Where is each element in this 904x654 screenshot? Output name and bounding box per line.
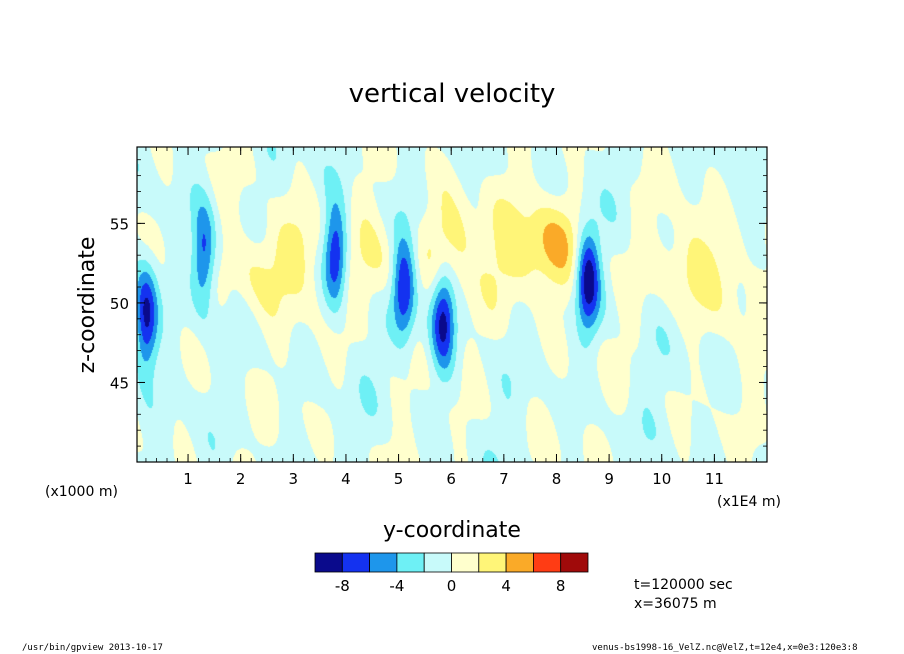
x-tick-label: 7 xyxy=(499,470,509,488)
colorbar-tick-label: 0 xyxy=(447,577,457,595)
chart-title: vertical velocity xyxy=(349,79,556,109)
x-tick-label: 1 xyxy=(183,470,193,488)
x-tick-label: 3 xyxy=(289,470,299,488)
footer-left: /usr/bin/gpview 2013-10-17 xyxy=(22,643,163,653)
x-tick-label: 11 xyxy=(705,470,724,488)
x-tick-label: 8 xyxy=(552,470,562,488)
colorbar-swatch xyxy=(478,552,507,573)
colorbar-tick-label: 4 xyxy=(501,577,511,595)
time-label: t=120000 sec xyxy=(634,577,733,593)
plot-frame xyxy=(136,146,768,463)
y-tick-label: 50 xyxy=(110,295,129,313)
colorbar-tick-label: -4 xyxy=(389,577,404,595)
x-tick-label: 9 xyxy=(604,470,614,488)
colorbar-swatch xyxy=(423,552,452,573)
colorbar-swatch xyxy=(533,552,562,573)
x-tick-label: 6 xyxy=(446,470,456,488)
y-tick-label: 55 xyxy=(110,215,129,233)
colorbar-swatch xyxy=(560,552,589,573)
colorbar-swatch xyxy=(369,552,398,573)
x-tick-label: 5 xyxy=(394,470,404,488)
x-unit-right: (x1E4 m) xyxy=(717,494,781,510)
colorbar-swatch xyxy=(341,552,370,573)
colorbar-tick-label: 8 xyxy=(556,577,566,595)
heatmap-field xyxy=(137,147,767,462)
x-axis: 1 2 3 4 5 6 7 8 9 10 11 xyxy=(145,147,768,488)
y-axis-label: z-coordinate xyxy=(75,237,100,374)
x-axis-label: y-coordinate xyxy=(383,518,521,543)
y-tick-label: 45 xyxy=(110,374,129,392)
colorbar-swatch xyxy=(451,552,480,573)
x-tick-label: 4 xyxy=(341,470,351,488)
colorbar: -8 -4 0 4 8 xyxy=(314,552,589,595)
colorbar-swatch xyxy=(314,552,343,573)
colorbar-swatch xyxy=(505,552,534,573)
footer-right: venus-bs1998-16_VelZ.nc@VelZ,t=12e4,x=0e… xyxy=(592,643,858,653)
colorbar-tick-label: -8 xyxy=(335,577,350,595)
position-label: x=36075 m xyxy=(634,596,717,612)
x-unit-left: (x1000 m) xyxy=(45,484,118,500)
x-tick-label: 2 xyxy=(236,470,246,488)
x-tick-label: 10 xyxy=(652,470,671,488)
colorbar-swatch xyxy=(396,552,425,573)
y-axis: 45 50 55 xyxy=(110,159,767,447)
